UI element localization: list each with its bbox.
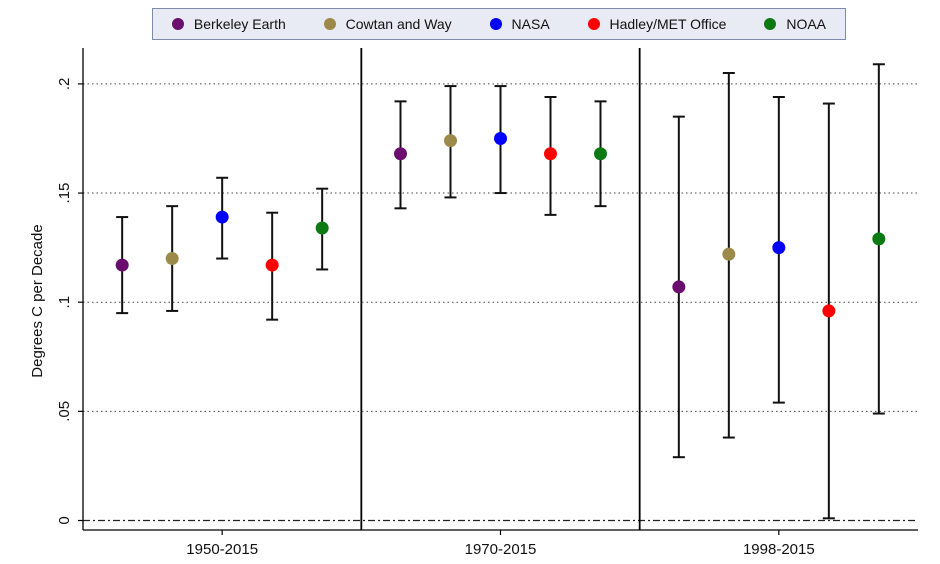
gridlines	[83, 83, 918, 522]
panel-dividers	[360, 48, 641, 530]
legend-item: NOAA	[764, 16, 826, 32]
error-bars	[116, 63, 885, 520]
x-tick-label: 1998-2015	[743, 541, 815, 558]
y-tick-label: .1	[56, 296, 73, 309]
legend-item: Berkeley Earth	[171, 16, 286, 32]
x-tick-label: 1970-2015	[465, 541, 537, 558]
legend-item: Hadley/MET Office	[587, 16, 727, 32]
legend-label: NOAA	[786, 16, 827, 32]
data-point	[165, 252, 179, 266]
data-point	[872, 232, 886, 246]
legend-label: Hadley/MET Office	[609, 16, 727, 32]
y-axis-ticks: 0 .05 .1 .15 .2	[56, 78, 83, 525]
data-point	[444, 134, 457, 148]
data-point	[115, 258, 129, 272]
legend: Berkeley Earth Cowtan and Way NASA Hadley/M…	[152, 8, 846, 40]
x-tick-label: 1950-2015	[186, 541, 258, 558]
data-point	[394, 147, 407, 161]
data-point	[544, 147, 557, 161]
legend-item: NASA	[489, 16, 550, 32]
legend-label: NASA	[511, 16, 550, 32]
legend-label: Cowtan and Way	[345, 16, 452, 32]
y-tick-label: .2	[56, 78, 73, 91]
data-point	[772, 241, 786, 255]
data-point	[494, 131, 507, 145]
legend-swatch	[587, 18, 600, 30]
data-point	[594, 147, 607, 161]
legend-swatch	[764, 18, 777, 30]
legend-label: Berkeley Earth	[193, 16, 286, 32]
data-point	[822, 304, 836, 318]
y-axis-label: Degrees C per Decade	[29, 224, 46, 377]
data-point	[672, 280, 686, 294]
data-point	[722, 247, 736, 261]
legend-swatch	[323, 18, 336, 30]
legend-item: Cowtan and Way	[323, 16, 452, 32]
y-tick-label: .15	[56, 183, 73, 204]
legend-swatch	[489, 18, 502, 30]
data-point	[265, 258, 279, 272]
data-point	[215, 210, 229, 224]
y-tick-label: .05	[56, 401, 73, 422]
y-tick-label: 0	[56, 516, 73, 524]
data-point	[315, 221, 329, 235]
legend-swatch	[171, 18, 184, 30]
x-axis-ticks: 1950-2015 1970-2015 1998-2015	[186, 530, 815, 558]
data-points	[115, 131, 886, 318]
